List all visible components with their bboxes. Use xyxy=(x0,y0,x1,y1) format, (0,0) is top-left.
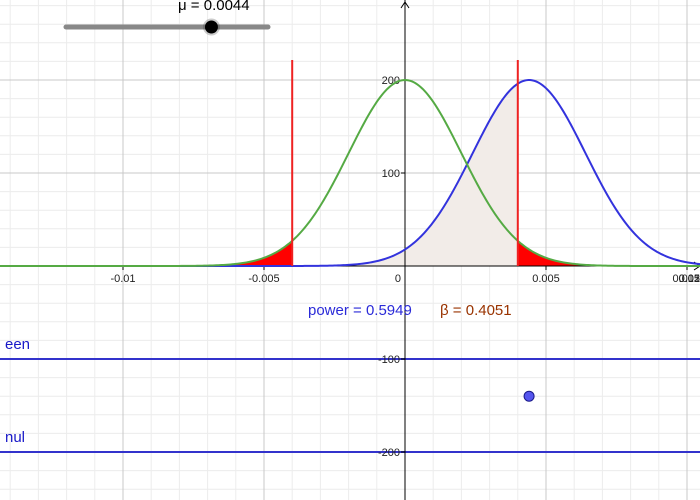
y-tick-label: -100 xyxy=(378,354,400,366)
y-axis-arrow-icon xyxy=(400,1,410,9)
x-tick-label: 0.005 xyxy=(532,273,560,285)
rejection-area-left xyxy=(0,240,293,266)
line-label-nul: nul xyxy=(5,429,26,446)
null-distribution-curve[interactable] xyxy=(0,78,700,267)
x-tick-labels: -0.025-0.02-0.015-0.01-0.00500.0050.010.… xyxy=(110,266,700,285)
slider-knob[interactable] xyxy=(204,20,218,34)
y-tick-label: 200 xyxy=(382,75,400,87)
critical-value-lines xyxy=(291,60,519,266)
point[interactable] xyxy=(523,390,535,402)
x-tick-label: 0 xyxy=(395,273,401,285)
beta-label: β = 0.4051 xyxy=(440,302,512,319)
x-tick-label: 0.015 xyxy=(672,273,700,285)
y-tick-label: -200 xyxy=(378,447,400,459)
horizontal-lines xyxy=(0,358,700,453)
area-fills xyxy=(0,83,700,267)
x-tick-label: -0.01 xyxy=(110,273,135,285)
mu-slider[interactable] xyxy=(63,18,271,36)
slider-label: μ = 0.0044 xyxy=(178,0,250,14)
y-tick-label: 100 xyxy=(382,168,400,180)
density-curves xyxy=(0,78,700,267)
x-tick-label: 0.01 xyxy=(679,273,700,285)
x-tick-label: -0.005 xyxy=(248,273,279,285)
rejection-area-right xyxy=(517,240,700,266)
x-tick-label: 0.02 xyxy=(679,273,700,285)
y-tick-labels: -200 -100 100 200 xyxy=(378,75,405,459)
power-label: power = 0.5949 xyxy=(308,302,412,319)
points xyxy=(523,390,535,402)
line-label-een: een xyxy=(5,336,31,353)
